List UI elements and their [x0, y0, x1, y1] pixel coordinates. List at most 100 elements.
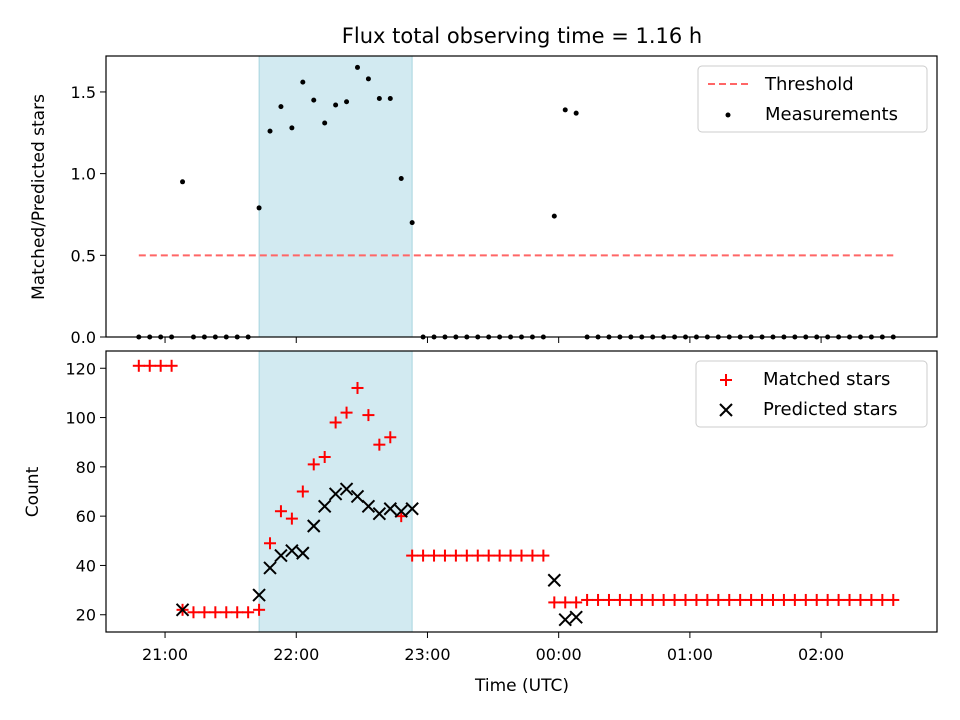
- top-ytick-label: 0.5: [71, 246, 96, 265]
- predicted-stars-point: [285, 543, 299, 558]
- measurements-point: [322, 120, 328, 126]
- matched-stars-point: [296, 485, 309, 498]
- matched-stars-point: [307, 458, 320, 471]
- matched-stars-point: [559, 596, 572, 609]
- legend-matched-label: Matched stars: [763, 369, 890, 390]
- top-axes-frame: [105, 55, 938, 338]
- top-ylabel: Matched/Predicted stars: [29, 94, 49, 300]
- matched-stars-point: [242, 606, 255, 619]
- matched-stars-point: [876, 593, 889, 606]
- matched-stars-point: [143, 359, 156, 372]
- matched-stars-point: [646, 593, 659, 606]
- matched-stars-point: [734, 593, 747, 606]
- matched-stars-point: [285, 512, 298, 525]
- legend-predicted-label: Predicted stars: [763, 399, 897, 420]
- matched-stars-point: [745, 593, 758, 606]
- measurements-point: [289, 125, 295, 131]
- matched-stars-point: [362, 409, 375, 422]
- matched-stars-point: [428, 549, 441, 562]
- matched-stars-point: [865, 593, 878, 606]
- bottom-xtick-label: 02:00: [798, 645, 844, 664]
- predicted-stars-point: [569, 610, 583, 624]
- matched-stars-point: [657, 593, 670, 606]
- predicted-stars-point: [339, 482, 354, 496]
- predicted-stars-point: [274, 548, 288, 563]
- predicted-stars-point: [361, 499, 376, 513]
- bot-ytick: 40: [76, 556, 106, 575]
- measurements-point: [333, 102, 339, 108]
- matched-stars-point: [766, 593, 779, 606]
- matched-stars-point: [526, 549, 539, 562]
- legend-measurements-label: Measurements: [765, 104, 898, 125]
- bot-xtick: 02:00: [798, 632, 844, 664]
- matched-stars-point: [340, 406, 353, 419]
- bottom-xlabel: Time (UTC): [474, 676, 569, 696]
- bottom-xtick-label: 01:00: [667, 645, 713, 664]
- legend-measurements-swatch: [725, 112, 731, 118]
- matched-stars-point: [274, 505, 287, 518]
- matched-stars-point: [231, 606, 244, 619]
- matched-stars-point: [832, 593, 845, 606]
- top-ytick: 0.0: [71, 328, 106, 347]
- bot-ytick-label: 100: [65, 409, 96, 428]
- matched-stars-point: [592, 593, 605, 606]
- legend-threshold-label: Threshold: [764, 74, 854, 95]
- matched-stars-point: [384, 431, 397, 444]
- bottom-axes-frame: [105, 350, 938, 633]
- bot-xtick: 21:00: [142, 632, 188, 664]
- top-ytick: 1.5: [71, 83, 106, 102]
- legend-matched-swatch: [720, 374, 732, 386]
- matched-stars-point: [602, 593, 615, 606]
- bot-ytick: 60: [76, 507, 106, 526]
- matched-stars-point: [756, 593, 769, 606]
- measurements-point: [311, 97, 317, 103]
- matched-stars-point: [624, 593, 637, 606]
- measurements-point: [551, 213, 557, 219]
- matched-stars-point: [548, 596, 561, 609]
- measurements-point: [256, 205, 262, 211]
- matched-stars-point: [373, 438, 386, 451]
- bot-ytick-label: 60: [76, 507, 96, 526]
- top-legend-box: [697, 65, 928, 133]
- matched-stars-point: [668, 593, 681, 606]
- matched-stars-point: [220, 606, 233, 619]
- bot-ytick-label: 120: [65, 359, 96, 378]
- bottom-x-ticks: 21:00 22:00 23:00 00:00 01:00 02:00: [142, 632, 844, 664]
- matched-stars-point: [471, 549, 484, 562]
- predicted-stars-point: [372, 506, 387, 521]
- measurements-point: [387, 95, 393, 101]
- predicted-stars-point: [252, 588, 266, 602]
- predicted-stars-point: [394, 504, 408, 518]
- measurements-point: [376, 95, 382, 101]
- top-y-ticks: 0.0 0.5 1.0 1.5: [71, 83, 106, 347]
- measurements-point: [267, 128, 273, 134]
- top-ytick-label: 0.0: [71, 328, 96, 347]
- matched-stars-point: [264, 537, 277, 550]
- matched-stars-point: [165, 359, 178, 372]
- legend-predicted-swatch: [719, 403, 733, 417]
- predicted-stars-point: [350, 489, 365, 504]
- matched-stars-point: [581, 593, 594, 606]
- measurements-point: [180, 179, 186, 185]
- predicted-stars-point: [175, 603, 190, 617]
- predicted-stars-point: [307, 519, 321, 533]
- bot-xtick: 23:00: [404, 632, 451, 664]
- predicted-stars-point: [383, 502, 397, 516]
- matched-stars-point: [613, 593, 626, 606]
- matched-stars-point: [318, 450, 331, 463]
- measurements-point: [562, 107, 568, 113]
- bottom-panel: 20 40 60 80 100 120 21:00 22:00 23:00 00:00 01:00…: [23, 350, 938, 696]
- top-panel: Flux total observing time = 1.16 h 0.00.…: [29, 24, 938, 347]
- matched-stars-point: [635, 593, 648, 606]
- measurements-point: [344, 99, 350, 105]
- predicted-stars-point: [405, 502, 419, 516]
- measurements-point: [278, 104, 284, 110]
- matched-stars-point: [515, 549, 528, 562]
- matched-stars-point: [209, 606, 222, 619]
- predicted-stars-point: [328, 487, 343, 501]
- bot-ytick-label: 80: [76, 458, 96, 477]
- bottom-xtick-label: 21:00: [142, 645, 188, 664]
- bot-ytick: 100: [65, 409, 106, 428]
- matched-stars-point: [438, 549, 451, 562]
